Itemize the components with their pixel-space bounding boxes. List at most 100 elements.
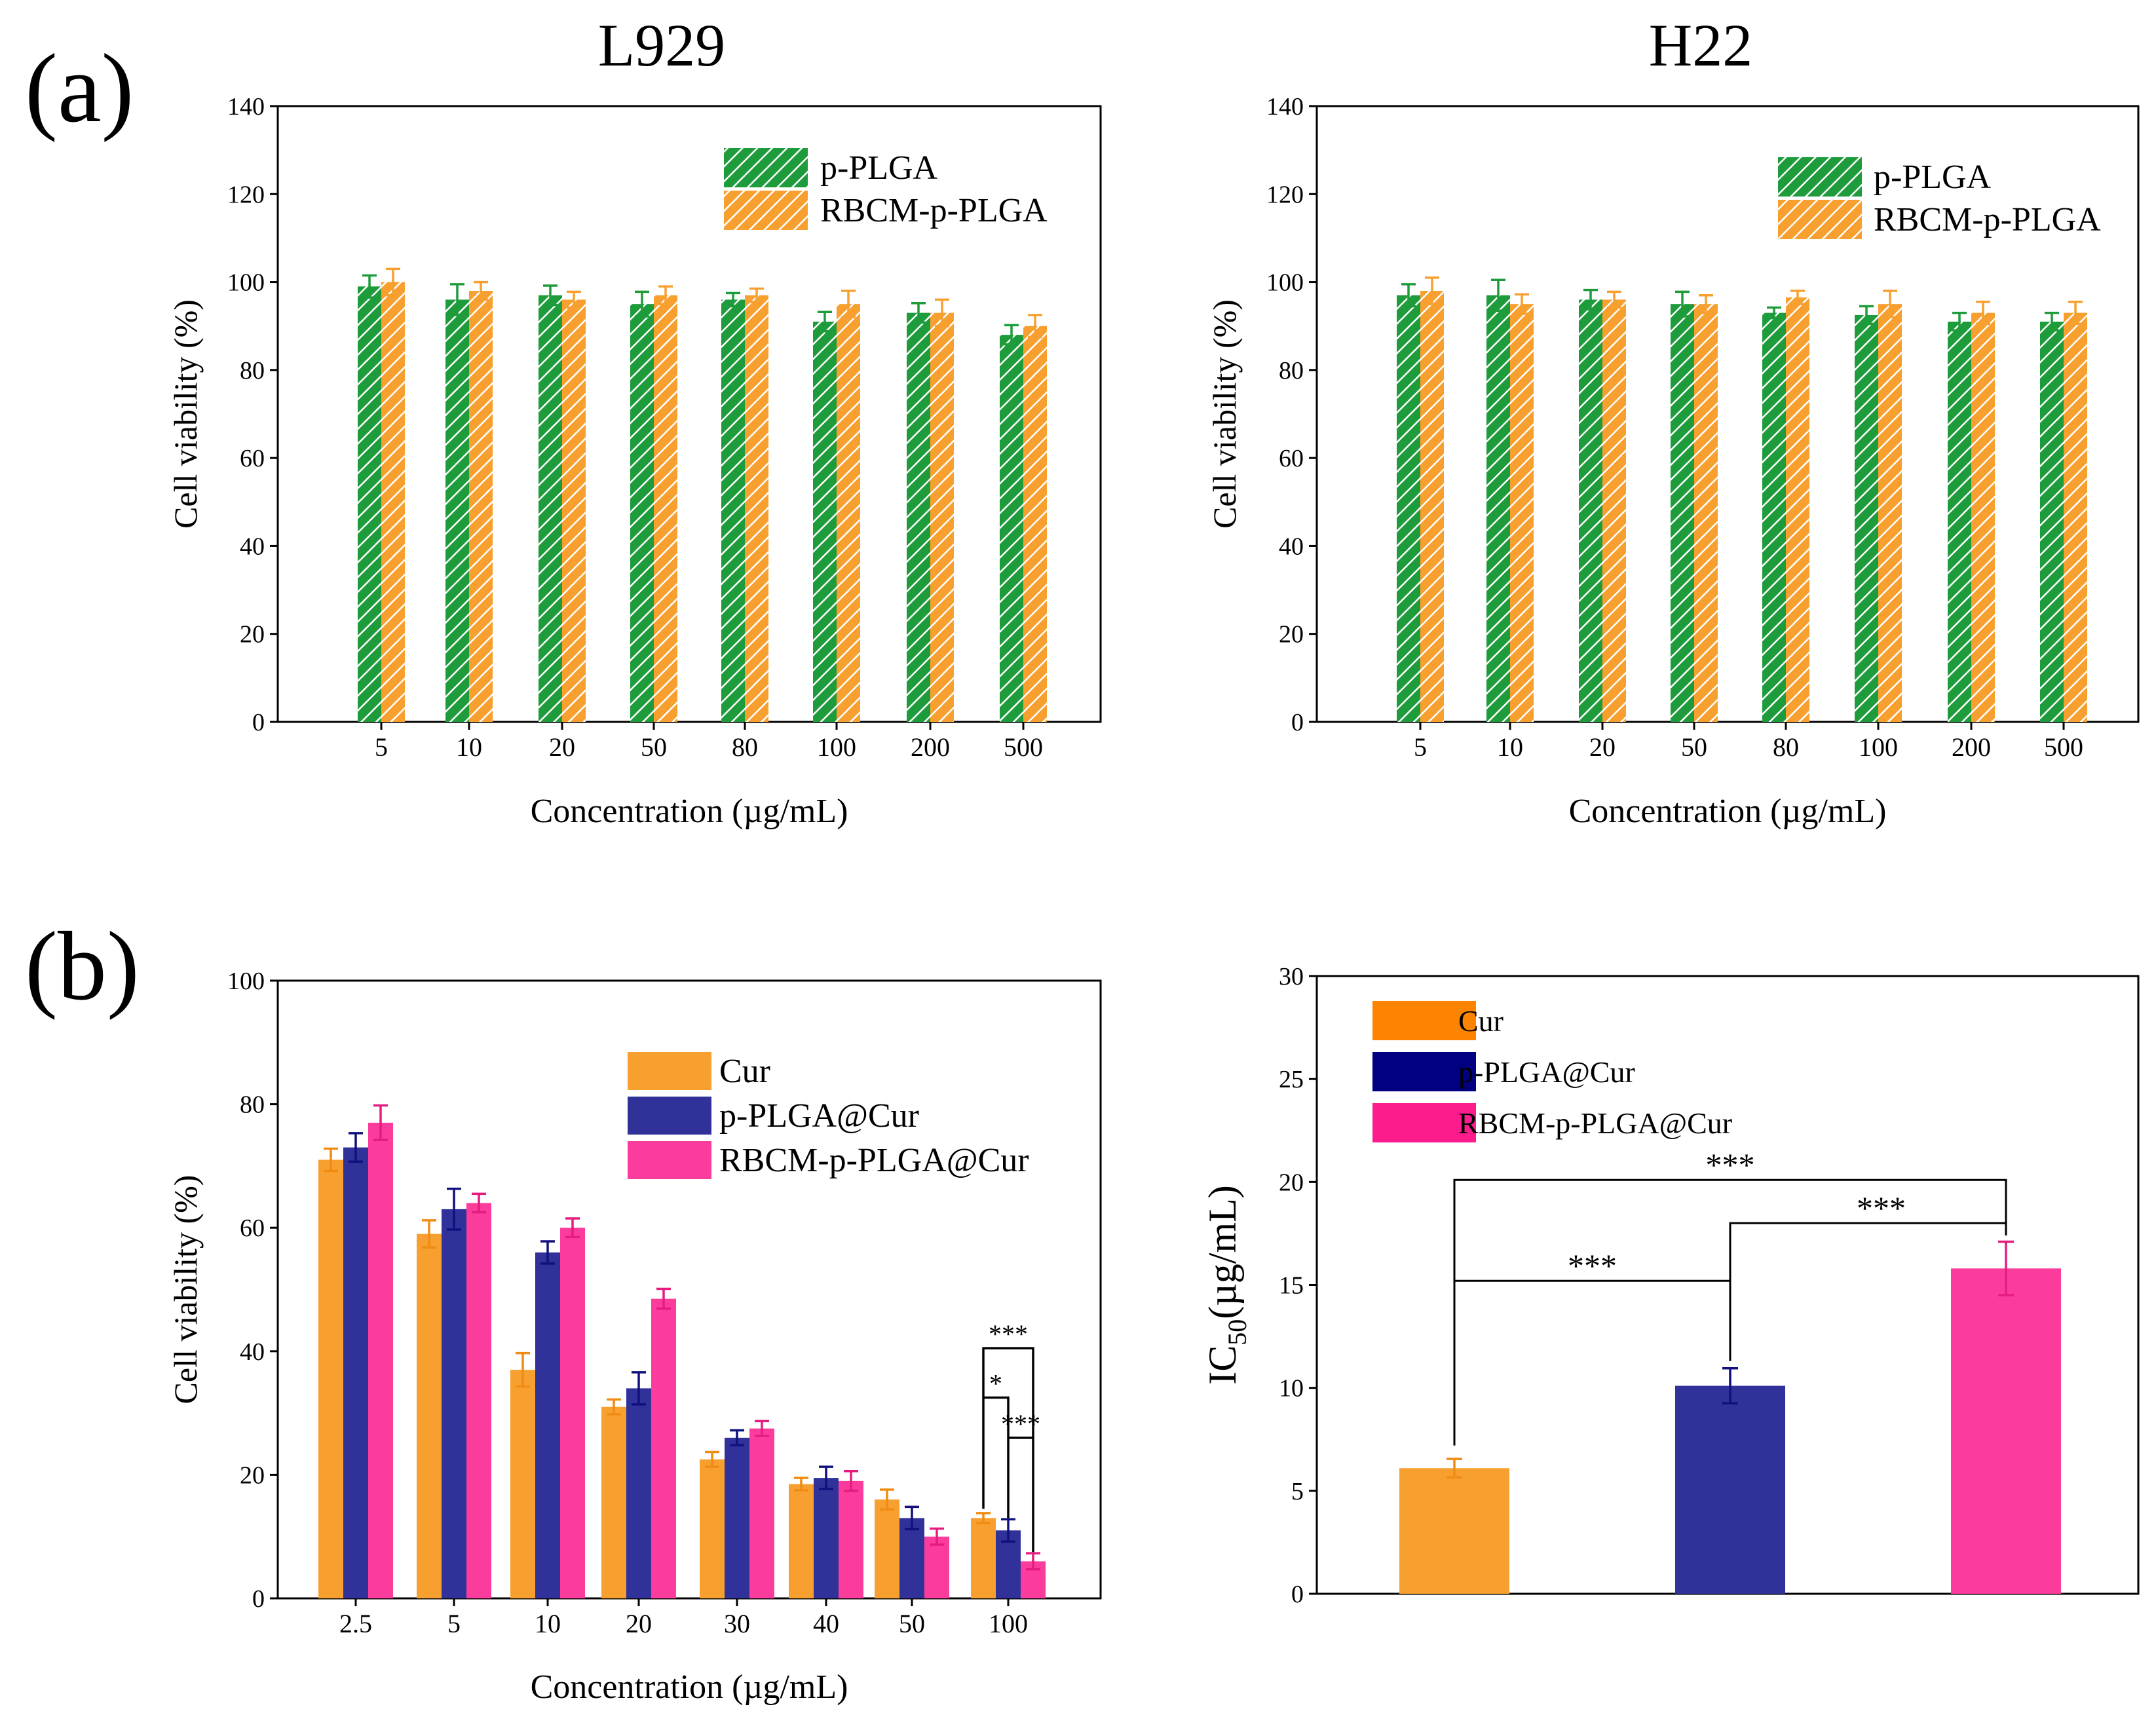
y-tick-label: 5 (1291, 1478, 1304, 1505)
bar (789, 1484, 814, 1598)
significance-label: *** (1568, 1247, 1617, 1284)
x-tick-label: 40 (813, 1609, 839, 1638)
plot-frame (1315, 105, 2140, 723)
bar (1399, 1468, 1509, 1594)
bar (1675, 1385, 1785, 1594)
y-tick-label: 80 (1279, 357, 1304, 385)
y-tick-label: 80 (240, 357, 265, 385)
legend-swatch (1372, 1052, 1476, 1091)
significance-bracket (982, 1347, 1034, 1553)
bar (1951, 1268, 2061, 1594)
panel-label-a: (a) (25, 34, 134, 143)
bar (626, 1388, 651, 1598)
x-tick-label: 20 (626, 1609, 652, 1638)
significance-label: *** (1857, 1190, 1906, 1226)
y-tick-label: 0 (252, 1585, 265, 1613)
significance-label: * (989, 1369, 1002, 1399)
bar (1602, 299, 1626, 722)
bar (1579, 299, 1602, 722)
legend-label: p-PLGA@Cur (1458, 1055, 1635, 1089)
bar (899, 1518, 924, 1598)
legend-label: p-PLGA (1874, 159, 1992, 196)
bar (381, 282, 405, 723)
significance-label: *** (1706, 1146, 1755, 1183)
bar (539, 295, 562, 722)
x-tick-label: 200 (911, 732, 950, 762)
bar (1023, 326, 1047, 722)
y-tick-label: 100 (227, 968, 265, 995)
legend-label: RBCM-p-PLGA@Cur (719, 1142, 1029, 1179)
bar (971, 1518, 996, 1598)
bar (343, 1147, 368, 1598)
legend-swatch (628, 1052, 711, 1090)
legend-label: p-PLGA@Cur (719, 1097, 919, 1135)
plot-frame (276, 979, 1102, 1600)
bar (1855, 314, 1878, 722)
y-tick-label: 100 (1266, 269, 1304, 297)
bar (417, 1233, 442, 1598)
x-tick-label: 80 (1773, 732, 1799, 762)
x-tick-label: 100 (817, 732, 856, 762)
legend-swatch (628, 1097, 711, 1135)
bar (368, 1122, 393, 1598)
bar (924, 1536, 949, 1598)
y-axis-label: Cell viability (%) (167, 299, 204, 529)
x-tick-label: 50 (899, 1609, 925, 1638)
y-axis-label-unit: (µg/mL) (1201, 1185, 1244, 1319)
significance-label: *** (989, 1319, 1028, 1349)
x-tick-label: 50 (1681, 732, 1707, 762)
x-tick-label: 5 (1414, 732, 1427, 762)
y-tick-label: 15 (1279, 1272, 1304, 1300)
bar (469, 291, 493, 722)
bar (1510, 304, 1534, 723)
significance-bracket (1453, 1178, 2007, 1446)
y-tick-label: 140 (227, 93, 265, 121)
bar (875, 1499, 899, 1598)
legend-label: RBCM-p-PLGA@Cur (1458, 1106, 1732, 1140)
legend-label: Cur (719, 1053, 770, 1090)
bar (1397, 295, 1420, 722)
y-tick-label: 60 (240, 1214, 265, 1242)
bar (1971, 312, 1995, 723)
y-tick-label: 140 (1266, 93, 1304, 121)
bar (630, 304, 654, 723)
legend-label: RBCM-p-PLGA (1874, 201, 2101, 238)
bar (318, 1159, 343, 1598)
x-tick-label: 100 (1859, 732, 1898, 762)
chart-title: H22 (1649, 12, 1752, 79)
legend-swatch (1372, 1103, 1476, 1142)
y-axis-label: Cell viability (%) (1206, 299, 1243, 529)
significance-label: *** (1001, 1409, 1040, 1439)
bar (651, 1298, 676, 1598)
bar (930, 312, 954, 723)
x-tick-label: 30 (724, 1609, 750, 1638)
x-tick-label: 5 (375, 732, 388, 762)
panel-label-b: (b) (25, 912, 140, 1021)
bar (837, 304, 860, 723)
legend-swatch (724, 191, 808, 230)
bar (1694, 304, 1718, 723)
chart-cur-viability: 0 20 40 60 80 100 2.5 5 10 20 30 40 50 100 Concentrati… (167, 968, 1102, 1706)
y-tick-label: 0 (1291, 1581, 1304, 1608)
y-tick-label: 120 (227, 181, 265, 208)
chart-l929: 0 20 40 60 80 100 120 140 5 10 20 50 80 100 200 500 L929… (167, 12, 1102, 830)
bar (1878, 304, 1902, 723)
y-tick-label: 0 (1291, 709, 1304, 736)
legend-label: RBCM-p-PLGA (820, 192, 1048, 229)
bar (1786, 297, 1809, 723)
x-tick-label: 20 (1589, 732, 1616, 762)
bar (907, 312, 930, 723)
bar (562, 299, 586, 722)
x-axis-label: Concentration (µg/mL) (531, 793, 848, 830)
y-tick-label: 60 (240, 445, 265, 472)
bar (601, 1406, 626, 1598)
chart-ic50: 0 5 10 15 20 25 30 IC50(µg/mL) Cur p-PLGA@Cur RBCM… (1201, 963, 2140, 1608)
bar (700, 1459, 725, 1598)
bar (1486, 295, 1510, 722)
bar (654, 295, 677, 722)
x-axis-label: Concentration (µg/mL) (531, 1668, 848, 1706)
bar (1420, 291, 1444, 722)
bar (839, 1480, 863, 1598)
bar (1762, 312, 1786, 723)
